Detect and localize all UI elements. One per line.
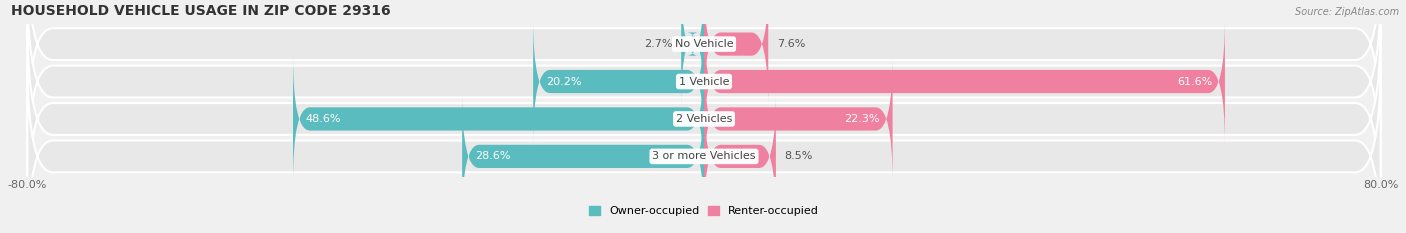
- Text: 20.2%: 20.2%: [546, 76, 581, 86]
- FancyBboxPatch shape: [704, 0, 768, 107]
- Legend: Owner-occupied, Renter-occupied: Owner-occupied, Renter-occupied: [585, 201, 824, 221]
- FancyBboxPatch shape: [704, 18, 1225, 145]
- Text: HOUSEHOLD VEHICLE USAGE IN ZIP CODE 29316: HOUSEHOLD VEHICLE USAGE IN ZIP CODE 2931…: [11, 4, 391, 18]
- FancyBboxPatch shape: [681, 0, 704, 107]
- Text: 48.6%: 48.6%: [305, 114, 342, 124]
- Text: 22.3%: 22.3%: [845, 114, 880, 124]
- Text: 2 Vehicles: 2 Vehicles: [676, 114, 733, 124]
- Text: 28.6%: 28.6%: [475, 151, 510, 161]
- FancyBboxPatch shape: [28, 0, 1381, 178]
- FancyBboxPatch shape: [463, 93, 704, 220]
- FancyBboxPatch shape: [28, 0, 1381, 140]
- Text: 7.6%: 7.6%: [776, 39, 806, 49]
- Text: 8.5%: 8.5%: [785, 151, 813, 161]
- FancyBboxPatch shape: [704, 93, 776, 220]
- FancyBboxPatch shape: [28, 60, 1381, 233]
- Text: No Vehicle: No Vehicle: [675, 39, 734, 49]
- Text: 3 or more Vehicles: 3 or more Vehicles: [652, 151, 756, 161]
- FancyBboxPatch shape: [704, 56, 893, 182]
- FancyBboxPatch shape: [28, 23, 1381, 215]
- Text: 61.6%: 61.6%: [1177, 76, 1212, 86]
- FancyBboxPatch shape: [533, 18, 704, 145]
- Text: 2.7%: 2.7%: [644, 39, 672, 49]
- Text: 1 Vehicle: 1 Vehicle: [679, 76, 730, 86]
- Text: Source: ZipAtlas.com: Source: ZipAtlas.com: [1295, 7, 1399, 17]
- FancyBboxPatch shape: [292, 56, 704, 182]
